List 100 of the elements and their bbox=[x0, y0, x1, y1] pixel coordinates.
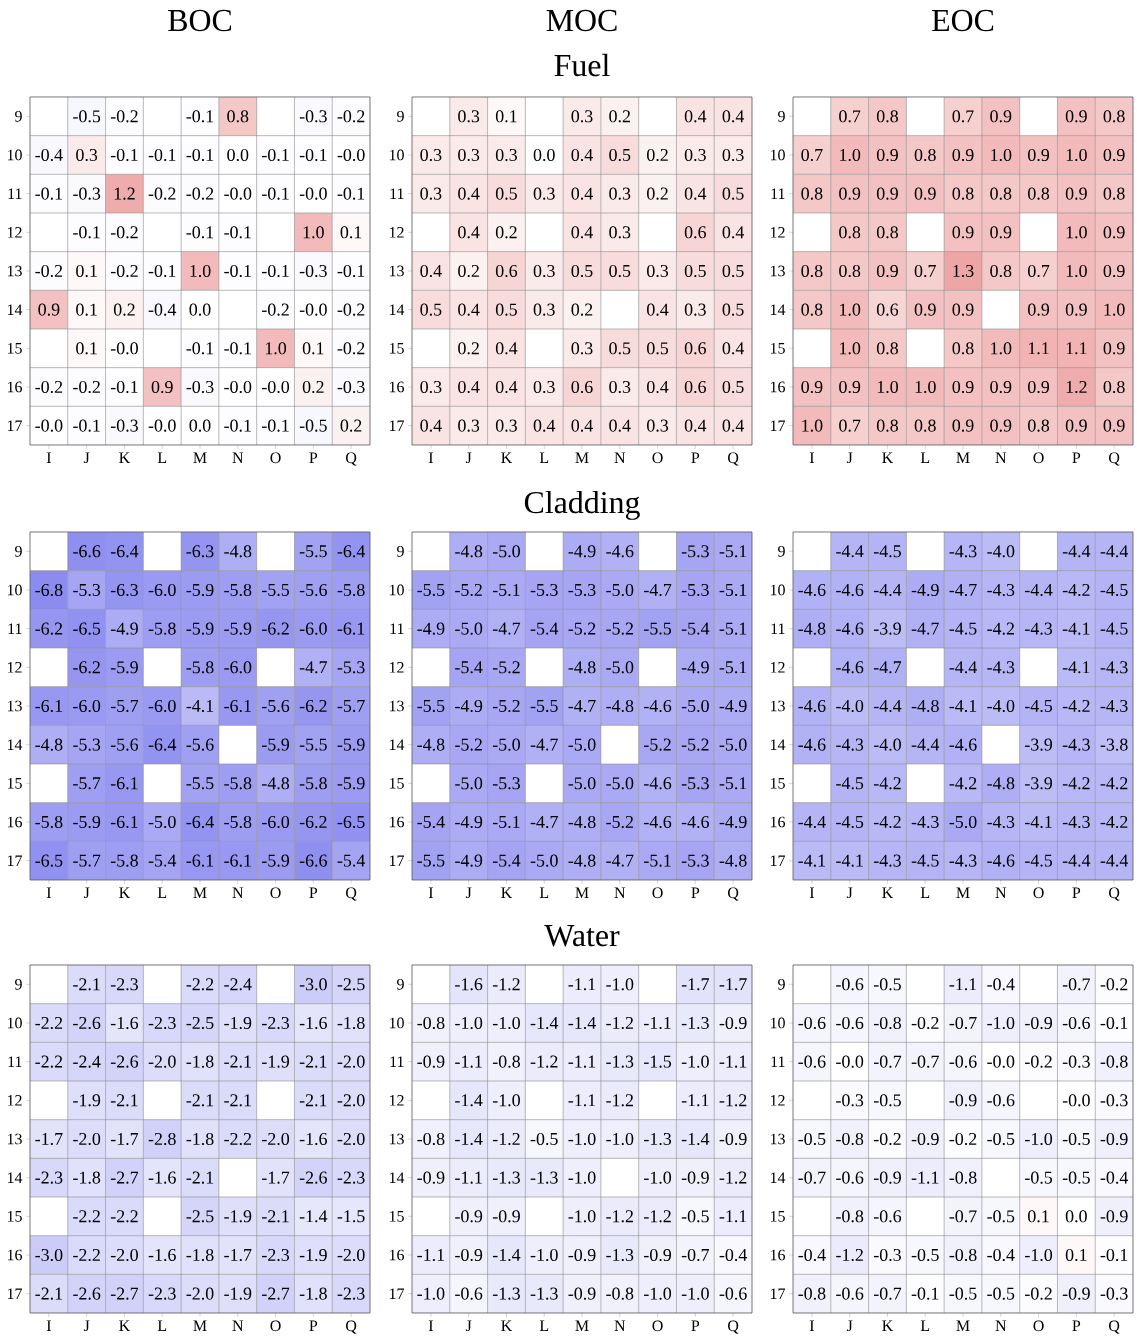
data-label: -0.5 bbox=[73, 110, 101, 123]
data-label: -1.8 bbox=[73, 1171, 101, 1184]
y-tick-label: 13 bbox=[7, 265, 22, 277]
data-label: -5.9 bbox=[337, 738, 365, 751]
data-label: -5.4 bbox=[492, 854, 521, 867]
y-tick-label: 9 bbox=[15, 978, 22, 990]
x-tick-label: Q bbox=[728, 452, 739, 466]
y-tick-label: 16 bbox=[7, 1249, 23, 1261]
data-label: -6.2 bbox=[299, 815, 327, 829]
data-label: -6.3 bbox=[110, 583, 138, 597]
data-label: -0.2 bbox=[73, 380, 100, 394]
data-label: 1.0 bbox=[840, 148, 861, 162]
data-label: -5.0 bbox=[455, 777, 483, 790]
data-label: -4.3 bbox=[1062, 738, 1090, 751]
data-label: -0.1 bbox=[262, 148, 289, 162]
x-tick-label: K bbox=[119, 452, 131, 463]
data-label: 0.8 bbox=[1028, 419, 1050, 432]
data-label: -1.0 bbox=[644, 1287, 672, 1300]
data-label: -4.3 bbox=[1100, 661, 1128, 674]
data-label: -5.6 bbox=[186, 738, 214, 751]
data-label: 0.8 bbox=[801, 264, 823, 278]
data-label: -4.4 bbox=[911, 738, 940, 751]
data-label: -0.2 bbox=[262, 303, 289, 316]
data-label: -5.8 bbox=[186, 661, 214, 674]
data-label: -2.0 bbox=[186, 1287, 214, 1300]
data-label: -1.3 bbox=[681, 1016, 709, 1030]
chart-title: MOC bbox=[546, 9, 617, 32]
x-tick-label: O bbox=[652, 1320, 663, 1332]
data-label: -4.6 bbox=[606, 545, 634, 558]
data-label: 0.9 bbox=[990, 110, 1012, 123]
data-label: -5.9 bbox=[337, 777, 365, 790]
data-label: -4.2 bbox=[873, 777, 901, 790]
data-label: 0.2 bbox=[302, 380, 324, 394]
x-tick-label: I bbox=[46, 887, 51, 898]
data-label: -1.3 bbox=[492, 1287, 520, 1300]
data-label: -0.7 bbox=[873, 1055, 902, 1068]
data-label: -1.1 bbox=[417, 1248, 445, 1262]
y-tick-label: 15 bbox=[7, 342, 22, 354]
data-label: -5.5 bbox=[530, 699, 558, 712]
data-label: 0.5 bbox=[495, 303, 517, 316]
data-label: -4.6 bbox=[644, 699, 672, 713]
x-tick-label: J bbox=[465, 1320, 472, 1332]
data-label: -2.6 bbox=[110, 1055, 139, 1068]
data-label: -1.8 bbox=[186, 1248, 214, 1262]
data-label: -5.0 bbox=[568, 738, 596, 751]
y-tick-label: 11 bbox=[8, 1056, 22, 1067]
data-label: -0.5 bbox=[987, 1210, 1015, 1223]
data-label: -4.6 bbox=[798, 699, 826, 713]
data-label: 0.8 bbox=[1103, 380, 1125, 394]
data-label: -6.2 bbox=[73, 661, 100, 674]
data-label: 0.9 bbox=[952, 380, 974, 394]
data-label: -4.7 bbox=[568, 699, 596, 713]
data-label: -4.7 bbox=[530, 815, 558, 829]
data-label: -6.1 bbox=[110, 815, 138, 829]
data-label: -5.9 bbox=[262, 854, 290, 867]
data-label: -2.1 bbox=[73, 978, 100, 991]
data-label: -5.4 bbox=[455, 661, 483, 674]
data-label: -4.8 bbox=[455, 545, 483, 558]
data-label: -5.0 bbox=[606, 661, 634, 674]
data-label: -0.8 bbox=[606, 1287, 634, 1300]
data-label: -2.0 bbox=[337, 1094, 365, 1107]
data-label: -2.3 bbox=[110, 978, 138, 991]
data-label: 0.2 bbox=[495, 226, 517, 239]
data-label: 0.8 bbox=[914, 419, 936, 432]
data-label: 0.3 bbox=[458, 148, 480, 162]
data-label: -4.3 bbox=[1100, 699, 1128, 713]
data-label: -1.1 bbox=[455, 1055, 482, 1068]
data-label: 0.8 bbox=[227, 110, 249, 123]
data-label: -4.7 bbox=[911, 622, 939, 635]
data-label: -5.8 bbox=[224, 815, 252, 829]
data-label: -6.6 bbox=[299, 854, 327, 867]
data-label: 0.4 bbox=[571, 226, 593, 239]
x-tick-label: M bbox=[956, 1320, 970, 1331]
x-tick-label: K bbox=[501, 452, 513, 463]
y-tick-label: 15 bbox=[7, 1210, 22, 1222]
y-tick-label: 12 bbox=[7, 1095, 22, 1106]
data-label: 0.9 bbox=[1103, 264, 1125, 278]
data-label: 0.5 bbox=[609, 148, 631, 162]
data-label: -2.1 bbox=[110, 1094, 138, 1107]
data-label: 0.8 bbox=[1028, 187, 1050, 200]
data-label: 0.3 bbox=[533, 303, 555, 316]
data-label: -0.7 bbox=[949, 1210, 977, 1223]
data-label: -0.5 bbox=[1062, 1171, 1090, 1184]
data-label: -6.1 bbox=[224, 854, 251, 867]
data-label: -1.8 bbox=[186, 1132, 214, 1146]
data-label: -1.6 bbox=[110, 1016, 139, 1030]
data-label: -1.0 bbox=[606, 1132, 634, 1146]
data-label: -1.4 bbox=[530, 1016, 559, 1030]
data-label: -4.4 bbox=[798, 815, 826, 829]
data-label: -1.2 bbox=[836, 1248, 863, 1262]
y-tick-label: 16 bbox=[770, 1249, 786, 1261]
y-tick-label: 9 bbox=[15, 545, 22, 557]
data-label: -4.9 bbox=[719, 699, 747, 713]
data-label: -4.7 bbox=[644, 583, 672, 597]
data-label: -0.9 bbox=[1062, 1287, 1090, 1300]
data-label: -1.3 bbox=[492, 1171, 520, 1184]
data-label: -4.4 bbox=[1100, 854, 1129, 867]
data-label: 0.3 bbox=[609, 187, 631, 200]
data-label: -2.0 bbox=[73, 1132, 101, 1146]
y-tick-label: 10 bbox=[770, 1017, 785, 1029]
